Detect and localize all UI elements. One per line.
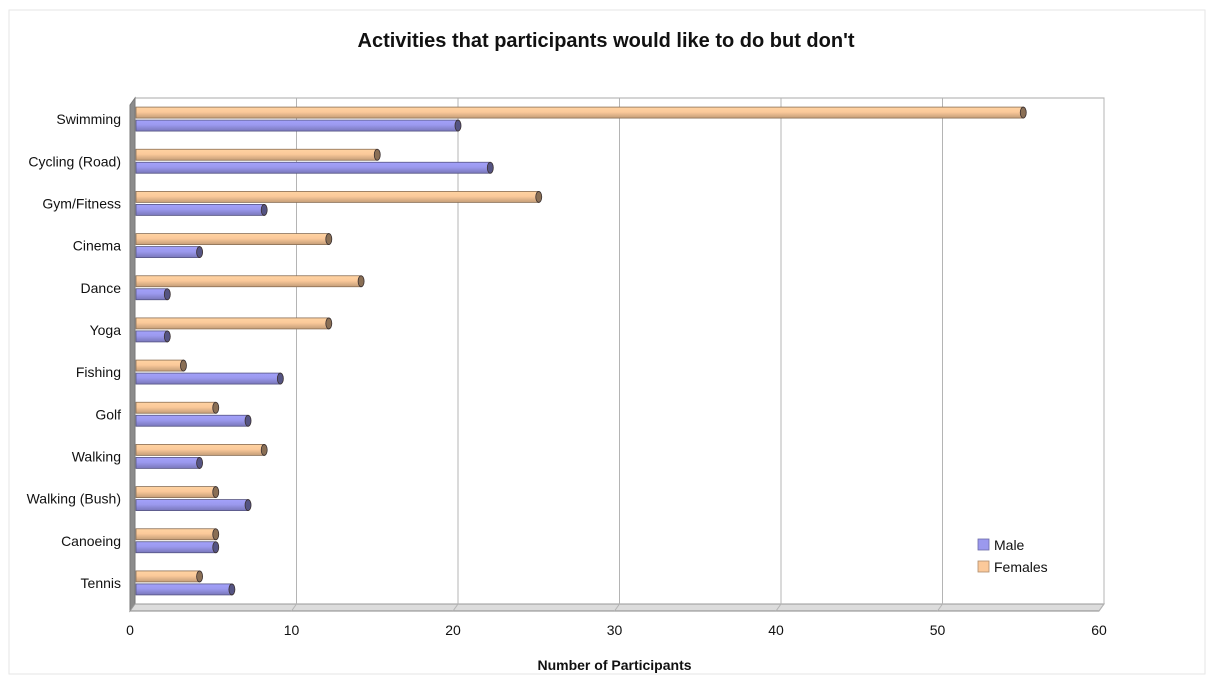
bar-cap-females bbox=[357, 275, 365, 288]
bar-cap-male bbox=[276, 372, 284, 385]
category-label: Tennis bbox=[81, 575, 121, 591]
legend-label-male: Male bbox=[994, 537, 1025, 553]
gridline-floor bbox=[614, 603, 620, 612]
bar-cap-females bbox=[325, 317, 333, 330]
bar-females bbox=[135, 275, 362, 288]
bar-male bbox=[135, 583, 233, 596]
bar-male bbox=[135, 372, 281, 385]
left-wall bbox=[129, 96, 136, 613]
x-tick-label: 60 bbox=[1091, 622, 1107, 638]
bar-females bbox=[135, 317, 330, 330]
x-tick-label: 20 bbox=[445, 622, 461, 638]
category-label: Walking bbox=[72, 448, 121, 464]
bar-females bbox=[135, 444, 265, 456]
bar-male bbox=[135, 330, 168, 343]
bar-females bbox=[135, 233, 330, 245]
bar-male bbox=[135, 541, 217, 554]
category-label: Cinema bbox=[73, 238, 121, 254]
legend-swatch-females bbox=[977, 560, 990, 573]
bar-male bbox=[135, 457, 200, 469]
gridline-floor bbox=[937, 603, 943, 612]
bar-cap-male bbox=[244, 499, 252, 511]
bar-females bbox=[135, 106, 1024, 119]
category-label: Golf bbox=[95, 406, 121, 422]
category-label: Gym/Fitness bbox=[42, 195, 121, 211]
chart-title: Activities that participants would like … bbox=[357, 30, 855, 52]
bar-cap-females bbox=[1019, 106, 1027, 119]
bar-cap-females bbox=[535, 191, 543, 203]
bar-females bbox=[135, 528, 217, 541]
bar-cap-male bbox=[196, 246, 204, 258]
legend-swatch-male bbox=[977, 538, 990, 551]
bar-cap-male bbox=[454, 119, 462, 132]
bar-females bbox=[135, 191, 540, 203]
bar-cap-females bbox=[212, 528, 220, 541]
bar-male bbox=[135, 288, 168, 301]
chart-frame bbox=[8, 9, 1206, 675]
x-tick-label: 30 bbox=[607, 622, 623, 638]
category-label: Fishing bbox=[76, 364, 121, 380]
bar-cap-females bbox=[260, 444, 268, 456]
bar-females bbox=[135, 486, 217, 498]
bar-male bbox=[135, 204, 265, 216]
gridline-floor bbox=[452, 603, 459, 612]
category-label: Canoeing bbox=[61, 533, 121, 549]
gridline-floor bbox=[1098, 603, 1105, 612]
category-label: Yoga bbox=[90, 322, 122, 338]
bar-cap-females bbox=[373, 148, 381, 161]
bar-females bbox=[135, 148, 378, 161]
bar-male bbox=[135, 246, 200, 258]
x-axis-label: Number of Participants bbox=[537, 657, 691, 673]
bar-cap-females bbox=[212, 401, 220, 414]
x-tick-label: 10 bbox=[284, 622, 300, 638]
bar-cap-females bbox=[212, 486, 220, 498]
category-label: Walking (Bush) bbox=[27, 491, 121, 507]
bar-cap-male bbox=[486, 161, 494, 174]
bar-male bbox=[135, 414, 249, 427]
bar-cap-male bbox=[163, 330, 171, 343]
category-label: Dance bbox=[81, 280, 122, 296]
bar-cap-male bbox=[244, 414, 252, 427]
bar-cap-females bbox=[325, 233, 333, 245]
category-label: Cycling (Road) bbox=[28, 153, 121, 169]
category-label: Swimming bbox=[56, 111, 121, 127]
bar-cap-male bbox=[163, 288, 171, 301]
bar-females bbox=[135, 570, 200, 583]
bar-male bbox=[135, 119, 459, 132]
x-tick-label: 40 bbox=[768, 622, 784, 638]
bar-cap-male bbox=[196, 457, 204, 469]
bar-females bbox=[135, 359, 184, 372]
bar-cap-male bbox=[260, 204, 268, 216]
gridline-floor bbox=[775, 603, 782, 612]
bar-cap-male bbox=[228, 583, 236, 596]
bar-male bbox=[135, 161, 491, 174]
bar-male bbox=[135, 499, 249, 511]
bar-females bbox=[135, 401, 217, 414]
legend-label-females: Females bbox=[994, 559, 1048, 575]
x-tick-label: 0 bbox=[126, 622, 134, 638]
bar-cap-females bbox=[180, 359, 187, 372]
bar-cap-females bbox=[196, 570, 204, 583]
bar-cap-male bbox=[212, 541, 220, 554]
gridline-floor bbox=[291, 603, 297, 612]
x-tick-label: 50 bbox=[930, 622, 946, 638]
